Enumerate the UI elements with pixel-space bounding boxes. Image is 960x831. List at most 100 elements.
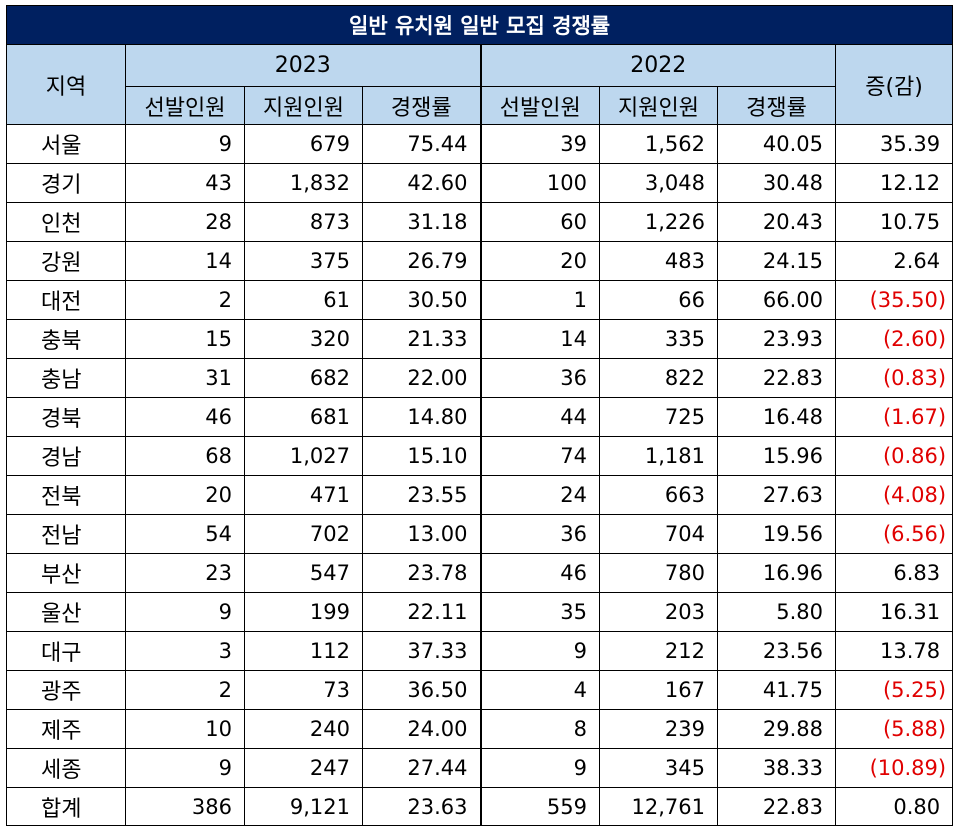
selected-2022-cell: 74 <box>480 436 600 476</box>
region-cell: 강원 <box>6 241 126 281</box>
subheader-2022-applicants: 지원인원 <box>599 86 718 125</box>
change-cell: (0.86) <box>834 436 954 476</box>
applicants-2023-cell: 247 <box>244 748 363 788</box>
applicants-2022-cell: 704 <box>599 514 718 554</box>
subheader-2023-selected: 선발인원 <box>125 86 245 125</box>
region-cell: 경기 <box>6 163 126 203</box>
rate-2022-cell: 5.80 <box>717 592 836 632</box>
table-row: 제주 10 240 24.00 8 239 29.88 (5.88) <box>6 709 954 749</box>
rate-2022-cell: 19.56 <box>717 514 836 554</box>
rate-2023-cell: 23.55 <box>362 475 482 515</box>
applicants-2023-cell: 679 <box>244 124 363 164</box>
selected-2023-cell: 9 <box>125 124 245 164</box>
region-cell: 서울 <box>6 124 126 164</box>
applicants-2022-cell: 1,181 <box>599 436 718 476</box>
applicants-2022-cell: 167 <box>599 670 718 710</box>
change-cell: (4.08) <box>834 475 954 515</box>
selected-2023-cell: 10 <box>125 709 245 749</box>
applicants-2023-cell: 240 <box>244 709 363 749</box>
selected-2022-cell: 559 <box>480 787 600 826</box>
applicants-2022-cell: 1,226 <box>599 202 718 242</box>
applicants-2023-cell: 681 <box>244 397 363 437</box>
change-cell: (5.88) <box>834 709 954 749</box>
selected-2023-cell: 3 <box>125 631 245 671</box>
rate-2022-cell: 27.63 <box>717 475 836 515</box>
selected-2023-cell: 28 <box>125 202 245 242</box>
selected-2023-cell: 54 <box>125 514 245 554</box>
applicants-2023-cell: 547 <box>244 553 363 593</box>
region-cell: 전북 <box>6 475 126 515</box>
rate-2023-cell: 37.33 <box>362 631 482 671</box>
selected-2023-cell: 2 <box>125 280 245 320</box>
applicants-2022-cell: 483 <box>599 241 718 281</box>
applicants-2022-cell: 335 <box>599 319 718 359</box>
applicants-2023-cell: 199 <box>244 592 363 632</box>
change-cell: 35.39 <box>834 124 954 164</box>
selected-2022-cell: 60 <box>480 202 600 242</box>
change-cell: 2.64 <box>834 241 954 281</box>
rate-2022-cell: 22.83 <box>717 787 836 826</box>
rate-2023-cell: 26.79 <box>362 241 482 281</box>
table-row: 전남 54 702 13.00 36 704 19.56 (6.56) <box>6 514 954 554</box>
rate-2023-cell: 13.00 <box>362 514 482 554</box>
region-cell: 대전 <box>6 280 126 320</box>
change-cell: 6.83 <box>834 553 954 593</box>
region-cell: 대구 <box>6 631 126 671</box>
table-row: 전북 20 471 23.55 24 663 27.63 (4.08) <box>6 475 954 515</box>
selected-2023-cell: 31 <box>125 358 245 398</box>
applicants-2022-cell: 725 <box>599 397 718 437</box>
applicants-2023-cell: 873 <box>244 202 363 242</box>
selected-2022-cell: 9 <box>480 631 600 671</box>
rate-2022-cell: 29.88 <box>717 709 836 749</box>
region-cell: 합계 <box>6 787 126 826</box>
rate-2022-cell: 23.93 <box>717 319 836 359</box>
selected-2023-cell: 46 <box>125 397 245 437</box>
selected-2022-cell: 8 <box>480 709 600 749</box>
selected-2023-cell: 9 <box>125 748 245 788</box>
rate-2022-cell: 66.00 <box>717 280 836 320</box>
region-cell: 인천 <box>6 202 126 242</box>
applicants-2023-cell: 112 <box>244 631 363 671</box>
header-region: 지역 <box>6 44 126 125</box>
header-year-2022: 2022 <box>480 44 836 87</box>
region-cell: 충북 <box>6 319 126 359</box>
applicants-2022-cell: 1,562 <box>599 124 718 164</box>
selected-2023-cell: 43 <box>125 163 245 203</box>
selected-2023-cell: 386 <box>125 787 245 826</box>
table-row: 강원 14 375 26.79 20 483 24.15 2.64 <box>6 241 954 281</box>
region-cell: 제주 <box>6 709 126 749</box>
rate-2023-cell: 22.11 <box>362 592 482 632</box>
selected-2023-cell: 20 <box>125 475 245 515</box>
rate-2023-cell: 23.63 <box>362 787 482 826</box>
rate-2022-cell: 16.48 <box>717 397 836 437</box>
rate-2022-cell: 41.75 <box>717 670 836 710</box>
table-title: 일반 유치원 일반 모집 경쟁률 <box>5 5 954 45</box>
change-cell: (1.67) <box>834 397 954 437</box>
selected-2023-cell: 15 <box>125 319 245 359</box>
region-cell: 경남 <box>6 436 126 476</box>
change-cell: 10.75 <box>834 202 954 242</box>
change-cell: 0.80 <box>834 787 954 826</box>
rate-2022-cell: 15.96 <box>717 436 836 476</box>
rate-2023-cell: 22.00 <box>362 358 482 398</box>
table-row: 부산 23 547 23.78 46 780 16.96 6.83 <box>6 553 954 593</box>
change-cell: 13.78 <box>834 631 954 671</box>
applicants-2022-cell: 780 <box>599 553 718 593</box>
subheader-2023-applicants: 지원인원 <box>244 86 363 125</box>
selected-2022-cell: 14 <box>480 319 600 359</box>
region-cell: 세종 <box>6 748 126 788</box>
applicants-2023-cell: 375 <box>244 241 363 281</box>
selected-2022-cell: 39 <box>480 124 600 164</box>
applicants-2023-cell: 73 <box>244 670 363 710</box>
rate-2022-cell: 22.83 <box>717 358 836 398</box>
change-cell: 16.31 <box>834 592 954 632</box>
rate-2023-cell: 24.00 <box>362 709 482 749</box>
rate-2022-cell: 16.96 <box>717 553 836 593</box>
rate-2023-cell: 14.80 <box>362 397 482 437</box>
table-row: 충남 31 682 22.00 36 822 22.83 (0.83) <box>6 358 954 398</box>
total-row: 합계 386 9,121 23.63 559 12,761 22.83 0.80 <box>6 787 954 826</box>
table-row: 경기 43 1,832 42.60 100 3,048 30.48 12.12 <box>6 163 954 203</box>
subheader-2022-rate: 경쟁률 <box>717 86 836 125</box>
region-cell: 광주 <box>6 670 126 710</box>
competition-table-container: 일반 유치원 일반 모집 경쟁률 지역 2023 2022 증(감) 선발인원 … <box>5 5 954 826</box>
